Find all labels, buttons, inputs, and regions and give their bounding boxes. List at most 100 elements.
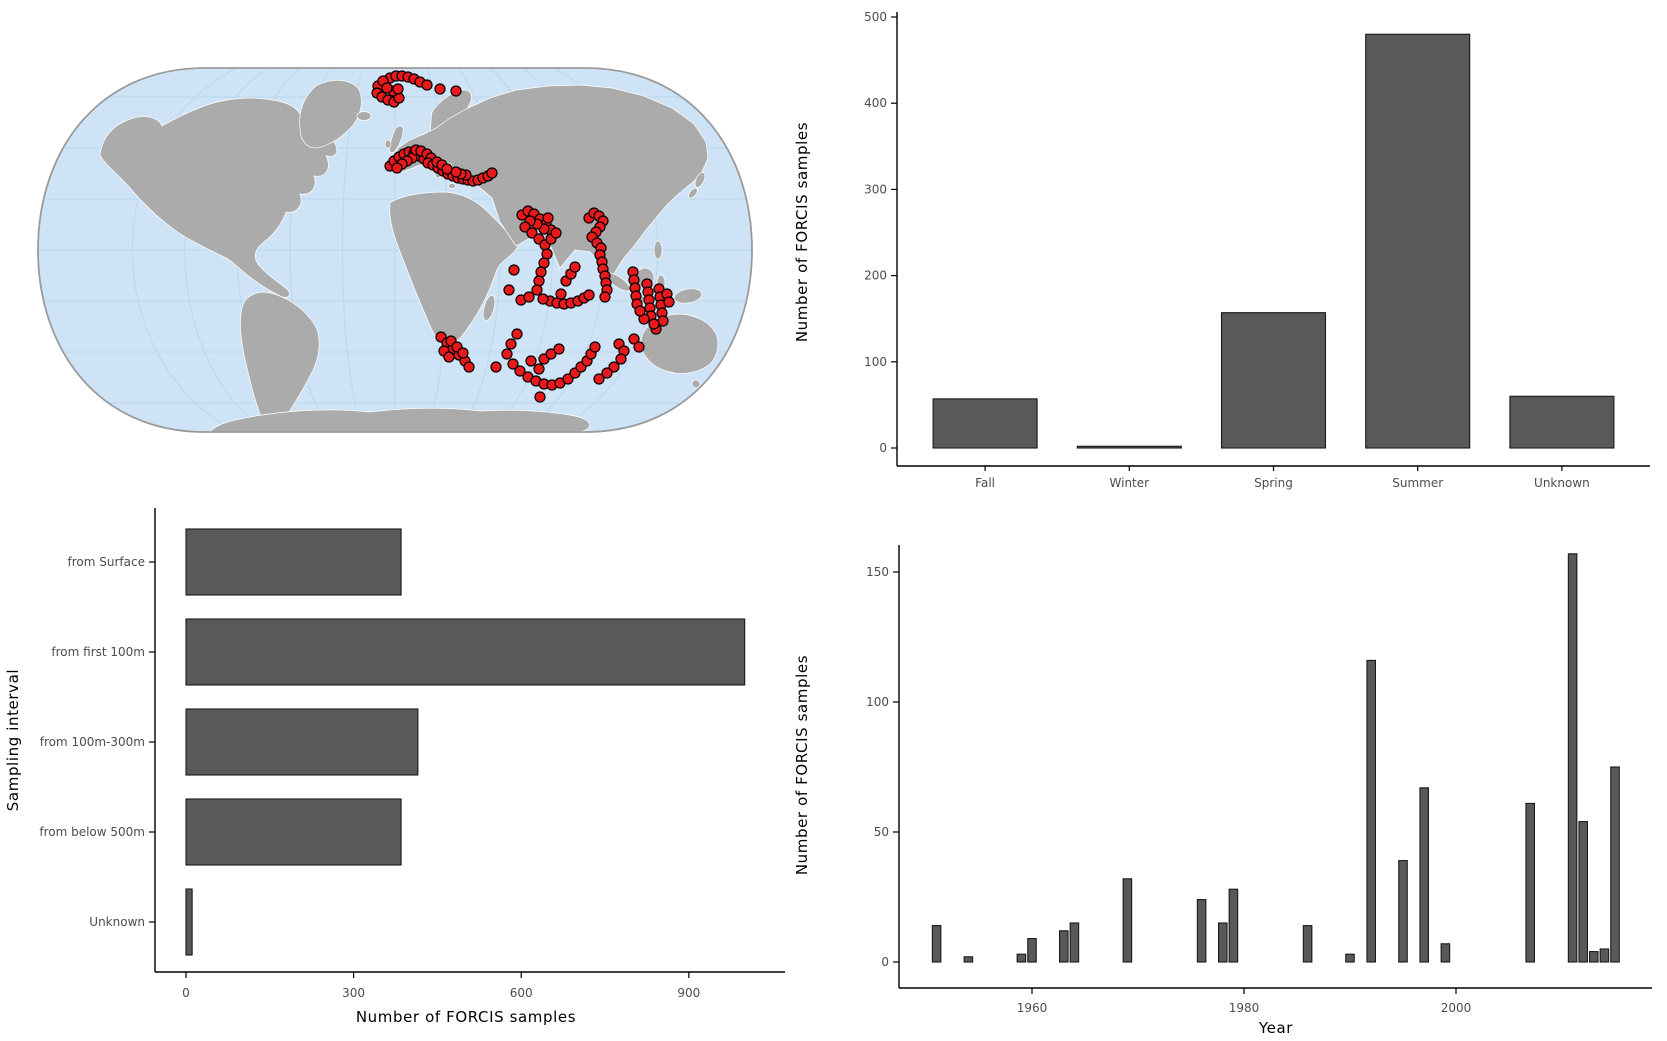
sample-point <box>537 293 549 305</box>
season-y-tick-label: 500 <box>864 10 887 24</box>
year-x-tick-label: 1960 <box>1017 1001 1048 1015</box>
year-bar <box>1525 802 1536 963</box>
year-bar <box>1302 925 1313 963</box>
season-chart-panel: 0 100 200 300 400 500 Fall Winter Spring Summer Un… <box>793 10 1650 490</box>
sample-point <box>531 284 543 296</box>
sample-point <box>633 341 645 353</box>
year-x-tick-label: 2000 <box>1441 1001 1472 1015</box>
sample-point <box>486 167 498 179</box>
year-bar <box>1345 953 1355 963</box>
sample-point <box>599 291 611 303</box>
interval-x-axis-title: Number of FORCIS samples <box>356 1008 576 1026</box>
sample-point <box>593 373 605 385</box>
sample-point <box>514 365 526 377</box>
year-bar <box>1016 953 1027 963</box>
sample-point <box>501 348 513 360</box>
year-bar <box>1440 943 1451 963</box>
year-x-tick-label: 1980 <box>1229 1001 1260 1015</box>
sample-point <box>634 305 646 317</box>
season-y-tick-label: 100 <box>864 355 887 369</box>
interval-bar <box>185 528 402 596</box>
interval-x-tick-label: 900 <box>677 986 700 1000</box>
landmass-iceland <box>356 111 372 121</box>
season-x-tick-label: Spring <box>1254 476 1293 490</box>
interval-y-tick-label: from Surface <box>68 555 145 569</box>
year-bar <box>1058 930 1069 963</box>
interval-bar <box>185 798 402 866</box>
sample-points-layer <box>371 70 675 403</box>
sample-point <box>508 264 520 276</box>
interval-y-axis-title: Sampling interval <box>4 669 22 811</box>
sample-point <box>583 289 595 301</box>
landmass-ireland <box>384 139 392 149</box>
sample-point <box>391 162 403 174</box>
season-bar <box>1220 312 1327 449</box>
interval-bar <box>185 888 193 956</box>
sampling-interval-chart-panel: from Surface from first 100m from 100m-300… <box>4 508 785 1026</box>
year-bar <box>1366 659 1377 963</box>
year-chart-panel: 0 50 100 150 1960 1980 2000 Number of FORCIS s… <box>793 545 1652 1037</box>
year-bar <box>1610 766 1620 963</box>
season-y-tick-label: 400 <box>864 96 887 110</box>
landmass-britain <box>388 125 404 153</box>
sample-point <box>550 227 562 239</box>
sample-point <box>490 361 502 373</box>
season-bar <box>1365 33 1471 449</box>
sample-point <box>511 328 523 340</box>
year-bar <box>1599 948 1610 963</box>
landmass-africa <box>389 191 519 344</box>
year-bar <box>1027 938 1037 963</box>
year-bar <box>1228 888 1239 963</box>
year-bar <box>1419 787 1430 963</box>
sample-point <box>525 355 537 367</box>
year-y-tick-label: 0 <box>881 955 889 969</box>
year-bar <box>1196 899 1207 963</box>
landmass-new-zealand-south <box>733 368 743 380</box>
year-bar <box>1398 860 1408 963</box>
year-bar <box>1567 553 1578 963</box>
sample-point <box>534 391 546 403</box>
landmass-sicily <box>448 183 456 189</box>
year-y-tick-label: 100 <box>866 695 889 709</box>
landmass-tasmania <box>691 379 701 389</box>
sample-point <box>503 284 515 296</box>
season-x-tick-label: Unknown <box>1534 476 1590 490</box>
year-x-axis-title: Year <box>1258 1019 1293 1037</box>
sample-point <box>507 358 519 370</box>
interval-y-tick-label: from below 500m <box>39 825 145 839</box>
landmass-new-guinea <box>673 288 703 304</box>
year-bar <box>1578 821 1589 963</box>
year-bar <box>1588 951 1599 963</box>
world-map-panel <box>37 67 753 433</box>
year-bar <box>1217 922 1228 963</box>
sample-point <box>589 341 601 353</box>
sample-point <box>450 85 462 97</box>
interval-y-tick-label: Unknown <box>89 915 145 929</box>
year-bar <box>931 925 942 963</box>
interval-y-tick-label: from 100m-300m <box>40 735 145 749</box>
graticule-meridian <box>131 68 237 432</box>
sample-point <box>421 79 433 91</box>
sample-point <box>533 363 545 375</box>
interval-bar <box>185 708 419 776</box>
year-y-axis-title: Number of FORCIS samples <box>793 655 811 875</box>
sample-point <box>381 82 393 94</box>
interval-x-tick-label: 600 <box>510 986 533 1000</box>
sample-point <box>648 318 660 330</box>
sample-point <box>392 83 404 95</box>
sample-point <box>526 227 538 239</box>
landmass-japan-north <box>694 172 706 188</box>
landmass-new-zealand-north <box>739 352 749 368</box>
map-land-group <box>99 79 749 432</box>
season-x-tick-label: Winter <box>1110 476 1150 490</box>
interval-x-tick-label: 300 <box>342 986 365 1000</box>
year-bar <box>1122 878 1133 963</box>
sample-point <box>628 333 640 345</box>
sample-point <box>535 266 547 278</box>
interval-x-tick-label: 0 <box>182 986 190 1000</box>
sample-point <box>553 343 565 355</box>
season-bar <box>1509 395 1615 449</box>
season-y-tick-label: 0 <box>879 441 887 455</box>
year-y-tick-label: 50 <box>874 825 889 839</box>
year-y-tick-label: 150 <box>866 565 889 579</box>
